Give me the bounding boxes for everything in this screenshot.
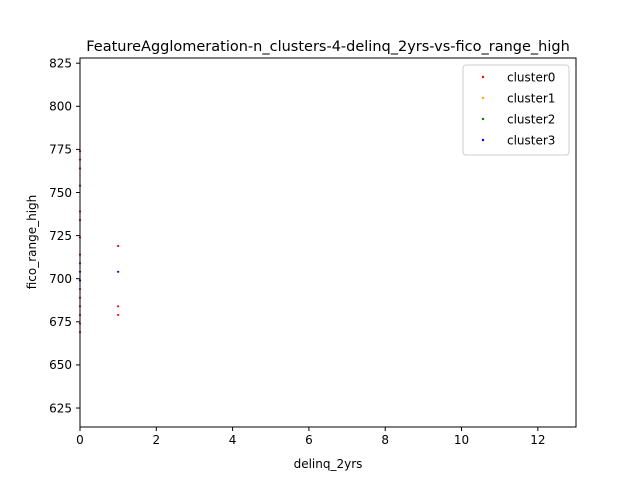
y-tick-label-2: 675: [49, 315, 72, 329]
y-tick-label-7: 800: [49, 100, 72, 114]
legend-marker-cluster1: [481, 96, 485, 100]
y-tick-label-1: 650: [49, 358, 72, 372]
plot-frame: [79, 57, 577, 428]
x-axis-title: delinq_2yrs: [294, 457, 363, 471]
x-tick-label-3: 6: [305, 433, 313, 447]
y-tick-label-6: 775: [49, 143, 72, 157]
x-tick-label-1: 2: [152, 433, 160, 447]
legend-box: [462, 64, 570, 156]
legend-marker-cluster0: [481, 75, 485, 79]
data-point-cluster3-0: [117, 270, 120, 273]
y-tick-label-8: 825: [49, 56, 72, 70]
data-point-cluster0-16: [117, 313, 120, 317]
legend: cluster0 cluster1 cluster2 cluster3: [462, 64, 570, 156]
legend-label-cluster1: cluster1: [507, 92, 555, 106]
legend-marker-cluster3: [481, 138, 485, 142]
y-tick-label-4: 725: [49, 229, 72, 243]
x-tick-label-5: 10: [454, 433, 469, 447]
y-tick-label-3: 700: [49, 272, 72, 286]
data-point-cluster0-18: [117, 244, 120, 248]
data-point-cluster0-17: [117, 305, 120, 308]
x-tick-label-6: 12: [530, 433, 545, 447]
y-tick-label-5: 750: [49, 186, 72, 200]
x-tick-label-2: 4: [229, 433, 237, 447]
legend-label-cluster3: cluster3: [507, 134, 555, 148]
points-layer: [78, 150, 120, 334]
x-tick-label-0: 0: [76, 433, 84, 447]
legend-marker-cluster2: [481, 117, 485, 121]
y-tick-label-0: 625: [49, 401, 72, 415]
y-axis-title: fico_range_high: [25, 195, 39, 290]
chart-title: FeatureAgglomeration-n_clusters-4-delinq…: [86, 39, 570, 55]
legend-label-cluster2: cluster2: [507, 113, 555, 127]
x-axis: 0 2 4 6 8 10 12: [76, 427, 545, 447]
x-tick-label-4: 8: [381, 433, 389, 447]
legend-label-cluster0: cluster0: [507, 71, 555, 85]
y-axis: 625 650 675 700 725 750 775 800 825: [49, 56, 80, 415]
